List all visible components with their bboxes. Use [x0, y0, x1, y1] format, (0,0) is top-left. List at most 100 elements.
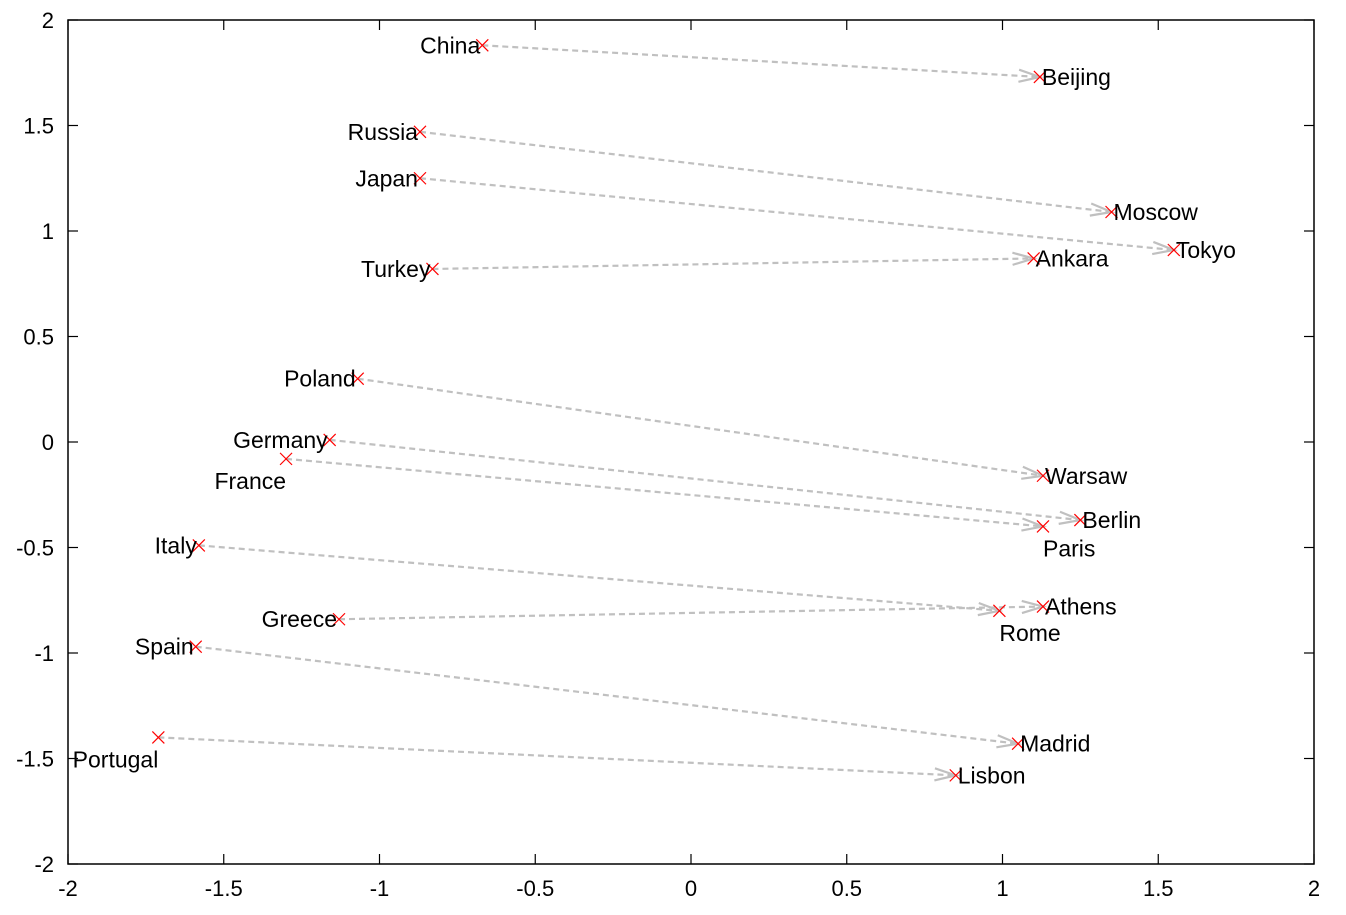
country-label: Turkey — [361, 256, 431, 282]
marker-lisbon — [949, 768, 963, 782]
axis-ticks: -2 -1.5 -1 -0.5 0 0.5 1 1.5 2 2 1.5 1 0.5 0 -0.5 -1 -1.5… — [16, 8, 1320, 901]
x-tick-label: 2 — [1308, 876, 1320, 901]
marker-germany-stroke-b — [323, 433, 337, 447]
capital-label: Rome — [999, 620, 1060, 646]
marker-warsaw-stroke-b — [1036, 469, 1050, 483]
y-tick-label: -0.5 — [16, 536, 54, 561]
marker-poland-stroke-b — [351, 372, 365, 386]
capital-label: Lisbon — [958, 762, 1026, 788]
arrow-line-portugal — [158, 736, 956, 777]
y-tick-label: 1.5 — [23, 114, 54, 139]
arrow-line-spain — [195, 645, 1019, 745]
y-tick-label: -2 — [34, 852, 54, 877]
marker-ankara — [1027, 252, 1041, 265]
marker-portugal — [151, 730, 165, 744]
marker-france-stroke-b — [279, 452, 293, 466]
marker-turkey-stroke-b — [426, 262, 439, 276]
marker-greece — [332, 612, 346, 626]
marker-rome — [992, 604, 1006, 618]
x-tick-label: -0.5 — [516, 876, 554, 901]
marker-beijing-stroke-b — [1033, 70, 1047, 84]
marker-moscow — [1105, 205, 1118, 219]
x-tick-label: 0 — [685, 876, 697, 901]
arrow-line-germany — [329, 438, 1081, 522]
y-tick-label: -1 — [34, 641, 54, 666]
arrow-line-italy — [198, 544, 1000, 612]
country-label: Germany — [233, 427, 328, 453]
y-tick-label: 0 — [42, 430, 54, 455]
country-label: Greece — [262, 606, 337, 632]
arrow-line-poland — [357, 377, 1044, 477]
marker-china — [475, 38, 489, 52]
y-tick-label: 0.5 — [23, 325, 54, 350]
point-labels: China Beijing Russia Moscow Japan Tokyo Turkey… — [73, 32, 1236, 788]
arrow-line-france — [285, 457, 1044, 528]
x-tick-label: -1.5 — [205, 876, 243, 901]
country-label: France — [214, 468, 286, 494]
marker-athens-stroke-b — [1036, 600, 1050, 614]
country-label: Japan — [355, 165, 418, 191]
marker-warsaw — [1036, 469, 1050, 483]
marker-greece-stroke-b — [332, 612, 346, 626]
capital-label: Paris — [1043, 535, 1095, 561]
country-label: Spain — [135, 634, 194, 660]
arrow-line-turkey — [432, 257, 1034, 271]
marker-portugal-stroke-b — [151, 730, 165, 744]
marker-russia — [413, 125, 427, 139]
marker-tokyo — [1167, 243, 1181, 257]
x-tick-label: 1.5 — [1143, 876, 1174, 901]
country-capital-arrows — [158, 44, 1178, 782]
capital-label: Berlin — [1082, 507, 1141, 533]
arrow-line-russia — [419, 130, 1112, 214]
country-label: Italy — [155, 532, 198, 558]
country-label: Portugal — [73, 746, 159, 772]
point-markers — [151, 38, 1181, 782]
capital-label: Athens — [1045, 594, 1117, 620]
country-label: China — [420, 32, 480, 58]
marker-france — [279, 452, 293, 466]
marker-madrid-stroke-b — [1011, 737, 1025, 751]
country-label: Russia — [348, 119, 419, 145]
marker-germany — [323, 433, 337, 447]
x-tick-label: 0.5 — [831, 876, 862, 901]
arrow-line-china — [482, 44, 1040, 79]
y-tick-label: -1.5 — [16, 747, 54, 772]
marker-beijing — [1033, 70, 1047, 84]
capital-label: Ankara — [1036, 245, 1109, 271]
marker-moscow-stroke-b — [1105, 205, 1118, 219]
marker-madrid — [1011, 737, 1025, 751]
marker-berlin — [1073, 513, 1087, 527]
capital-label: Beijing — [1042, 64, 1111, 90]
arrow-line-japan — [419, 177, 1174, 252]
y-tick-label: 1 — [42, 219, 54, 244]
marker-china-stroke-b — [475, 38, 489, 52]
marker-tokyo-stroke-b — [1167, 243, 1181, 257]
marker-italy — [192, 538, 206, 552]
marker-athens — [1036, 600, 1050, 614]
marker-paris — [1036, 519, 1050, 533]
x-tick-label: -2 — [58, 876, 78, 901]
x-tick-label: -1 — [370, 876, 390, 901]
plot-frame — [67, 19, 1315, 865]
capital-label: Madrid — [1020, 731, 1090, 757]
capital-label: Moscow — [1114, 199, 1199, 225]
marker-japan-stroke-b — [413, 171, 427, 185]
marker-berlin-stroke-b — [1073, 513, 1087, 527]
marker-turkey — [426, 262, 439, 276]
marker-spain-stroke-b — [189, 640, 203, 654]
marker-poland — [351, 372, 365, 386]
marker-ankara-stroke-b — [1027, 252, 1041, 265]
arrow-head-japan — [1151, 240, 1178, 256]
marker-lisbon-stroke-b — [949, 768, 963, 782]
marker-rome-stroke-b — [992, 604, 1006, 618]
marker-paris-stroke-b — [1036, 519, 1050, 533]
country-label: Poland — [284, 366, 356, 392]
marker-spain — [189, 640, 203, 654]
marker-italy-stroke-b — [192, 538, 206, 552]
x-tick-label: 1 — [996, 876, 1008, 901]
y-tick-label: 2 — [42, 8, 54, 33]
arrow-line-greece — [338, 605, 1044, 621]
capital-label: Warsaw — [1045, 463, 1128, 489]
capital-label: Tokyo — [1176, 237, 1236, 263]
